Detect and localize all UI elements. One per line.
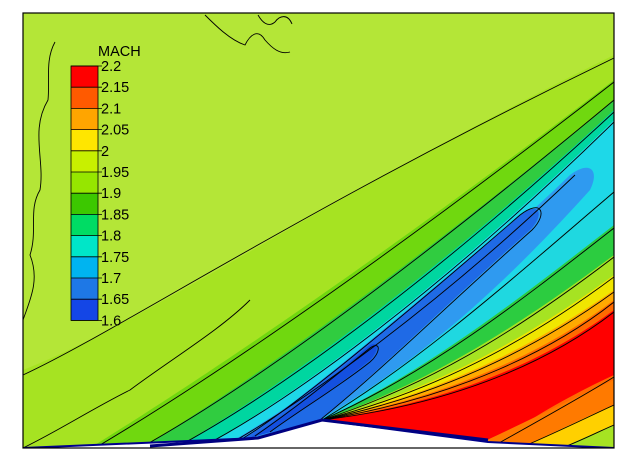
- legend-label-8: 1.8: [101, 229, 121, 245]
- legend-swatch-5: [71, 172, 98, 194]
- legend-swatch-10: [71, 278, 98, 300]
- legend-label-4: 2: [101, 144, 109, 160]
- legend-title: MACH: [98, 44, 141, 60]
- legend-swatch-9: [71, 256, 98, 278]
- legend-label-1: 2.15: [101, 80, 129, 96]
- legend-swatch-4: [71, 150, 98, 172]
- legend-swatch-0: [71, 66, 98, 88]
- legend-label-0: 2.2: [101, 59, 121, 75]
- legend-label-10: 1.7: [101, 271, 121, 287]
- legend-swatch-6: [71, 193, 98, 215]
- legend: MACH 2.2 2.15 2.1 2.05 2 1.95 1.9 1.85 1.8 1.75 1.…: [70, 44, 141, 329]
- legend-swatch-1: [71, 87, 98, 109]
- legend-swatch-2: [71, 108, 98, 130]
- legend-swatch-8: [71, 235, 98, 257]
- legend-label-11: 1.65: [101, 292, 129, 308]
- legend-label-3: 2.05: [101, 123, 129, 139]
- legend-swatch-7: [71, 214, 98, 236]
- wedge-edge: [149, 418, 489, 448]
- legend-swatch-3: [71, 129, 98, 151]
- legend-label-9: 1.75: [101, 250, 129, 266]
- legend-label-12: 1.6: [101, 313, 121, 329]
- contour-band-1-6: [250, 343, 377, 438]
- plot-frame: [22, 12, 615, 449]
- legend-label-2: 2.1: [101, 101, 121, 117]
- legend-label-5: 1.95: [101, 165, 129, 181]
- legend-swatch-11: [71, 299, 98, 321]
- legend-outline: [70, 65, 99, 321]
- contour-field: [23, 14, 614, 448]
- legend-label-7: 1.85: [101, 207, 129, 223]
- contour-band-expansion-2-2: [322, 310, 614, 448]
- legend-label-6: 1.9: [101, 186, 121, 202]
- contour-band-1-65: [240, 208, 539, 440]
- contour-lines: [23, 14, 614, 448]
